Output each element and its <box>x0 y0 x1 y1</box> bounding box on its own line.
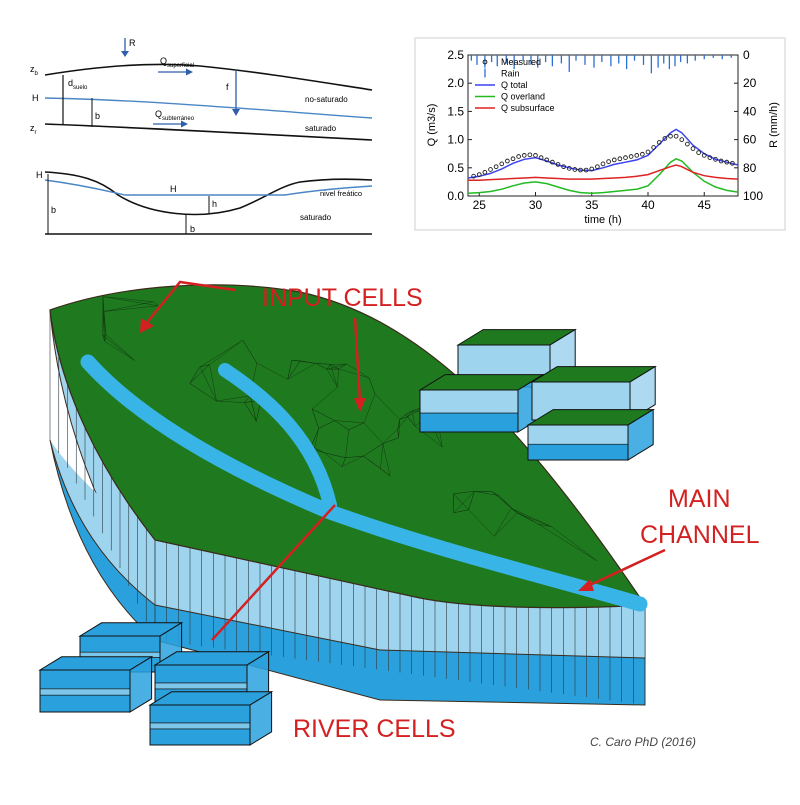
input-cell-cube <box>420 375 543 432</box>
label-H-mid: H <box>170 184 177 194</box>
cube-front-band <box>150 723 250 729</box>
cube-front-band <box>420 390 518 413</box>
y-right-tick-label: 100 <box>743 189 763 203</box>
label-R: R <box>129 38 136 48</box>
credit-text: C. Caro PhD (2016) <box>590 735 696 749</box>
y-tick-label: 2.5 <box>447 48 464 62</box>
hydrograph-chart: 25 30 35 40 45 0.0 0.5 1.0 1.5 2.0 2.5 0 20 40 60 80 100… <box>415 38 785 230</box>
input-cell-cube <box>528 410 653 460</box>
y-right-tick-label: 60 <box>743 133 757 147</box>
label-saturado-upper: saturado <box>305 124 337 133</box>
rain-arrow-head <box>121 51 129 57</box>
cube-front-band <box>528 444 628 460</box>
label-f: f <box>226 82 229 92</box>
x-tick-label: 40 <box>641 198 655 212</box>
label-river-cells: RIVER CELLS <box>293 715 456 743</box>
y-right-tick-label: 20 <box>743 76 757 90</box>
cube-front-band <box>155 665 247 683</box>
label-dsuelo: dsuelo <box>68 78 88 91</box>
cube-front-band <box>155 683 247 689</box>
x-tick-label: 35 <box>585 198 599 212</box>
label-b-left: b <box>51 205 56 215</box>
chart-ylabel-right: R (mm/h) <box>768 102 780 148</box>
river-cell-cube <box>40 657 152 712</box>
cube-front-band <box>528 425 628 444</box>
river-cell-cube <box>150 692 272 745</box>
legend-label: Q overland <box>501 92 545 102</box>
y-tick-label: 1.0 <box>447 133 464 147</box>
cube-front-band <box>420 413 518 432</box>
label-q-subterraneo: Qsubterráneo <box>155 109 195 122</box>
ground-surface-line <box>45 64 372 90</box>
cube-front-band <box>80 636 160 652</box>
label-q-superficial: Qsuperficial <box>160 56 194 69</box>
label-main: MAIN <box>668 485 731 513</box>
label-b-bottom: b <box>190 224 195 234</box>
label-channel: CHANNEL <box>640 521 760 549</box>
label-b-upper: b <box>95 111 100 121</box>
y-tick-label: 0.5 <box>447 161 464 175</box>
y-right-tick-label: 40 <box>743 104 757 118</box>
label-zr: zr <box>30 123 37 136</box>
label-saturado-lower: saturado <box>300 213 332 222</box>
y-tick-label: 1.5 <box>447 104 464 118</box>
chart-ylabel-left: Q (m3/s) <box>426 104 438 147</box>
x-tick-label: 25 <box>473 198 487 212</box>
y-right-tick-label: 80 <box>743 161 757 175</box>
cube-front-band <box>40 689 130 695</box>
label-nivel-freatico: nivel freático <box>320 189 362 198</box>
legend-label: Measured <box>501 57 541 67</box>
x-tick-label: 30 <box>529 198 543 212</box>
cube-front-band <box>150 705 250 723</box>
cube-front-band <box>40 670 130 689</box>
label-h: h <box>212 199 217 209</box>
cube-front-band <box>40 695 130 712</box>
upper-cross-section: R zb H zr dsuelo b f Qsuperficial Qsubte… <box>30 38 372 140</box>
y-tick-label: 2.0 <box>447 76 464 90</box>
chart-frame <box>415 38 785 230</box>
label-H-upper: H <box>32 93 39 103</box>
legend-label: Rain <box>501 69 520 79</box>
label-no-saturado: no-saturado <box>305 95 348 104</box>
legend-label: Q subsurface <box>501 103 555 113</box>
label-zb: zb <box>30 64 39 77</box>
cube-front-band <box>150 729 250 745</box>
y-tick-label: 0.0 <box>447 189 464 203</box>
lower-cross-section: H H h b b nivel freático saturado <box>36 170 372 234</box>
legend-label: Q total <box>501 80 528 90</box>
label-input-cells: INPUT CELLS <box>262 284 423 312</box>
label-H-left: H <box>36 170 43 180</box>
chart-xlabel: time (h) <box>584 214 621 226</box>
x-tick-label: 45 <box>698 198 712 212</box>
infiltration-arrow-head <box>232 109 240 116</box>
surface-flow-arrow-head <box>186 69 193 76</box>
y-right-tick-label: 0 <box>743 48 750 62</box>
